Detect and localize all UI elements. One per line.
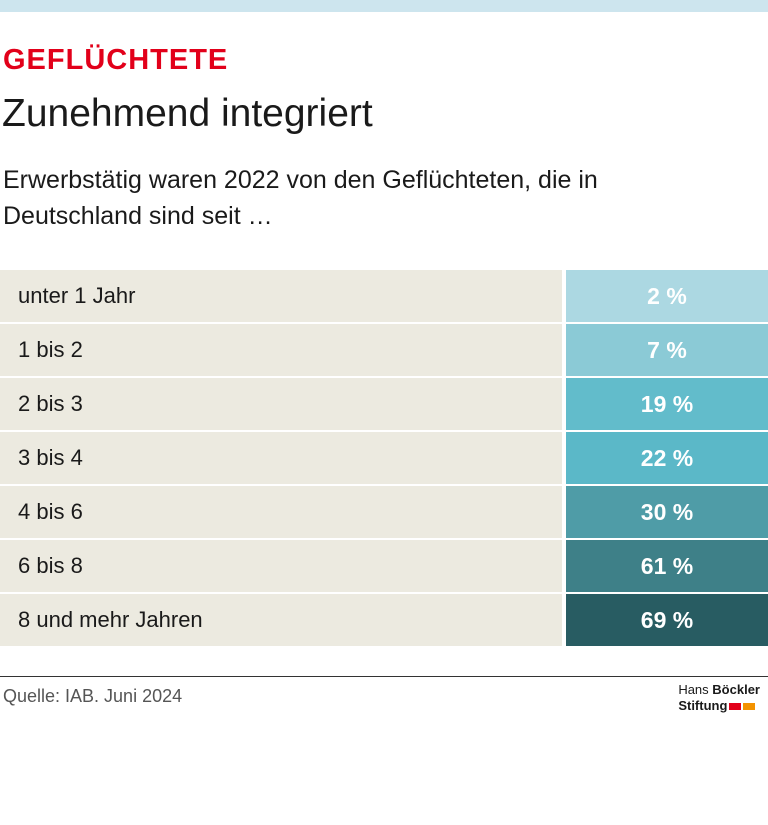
table-row: unter 1 Jahr 2 % — [0, 270, 768, 322]
row-value: 19 % — [566, 378, 768, 430]
logo: Hans Böckler Stiftung — [678, 682, 760, 714]
logo-line: Hans Böckler — [678, 682, 760, 698]
row-label: unter 1 Jahr — [0, 270, 562, 322]
table-row: 4 bis 6 30 % — [0, 486, 768, 538]
row-label: 2 bis 3 — [0, 378, 562, 430]
rule — [0, 676, 768, 677]
kicker: GEFLÜCHTETE — [3, 44, 229, 76]
row-label: 8 und mehr Jahren — [0, 594, 562, 646]
logo-text: Hans — [678, 682, 709, 697]
logo-square — [743, 703, 756, 710]
row-label: 3 bis 4 — [0, 432, 562, 484]
top-band — [0, 0, 768, 12]
row-value: 7 % — [566, 324, 768, 376]
row-value: 2 % — [566, 270, 768, 322]
logo-text: Böckler — [712, 682, 760, 697]
title: Zunehmend integriert — [2, 92, 373, 135]
row-value: 30 % — [566, 486, 768, 538]
row-label: 4 bis 6 — [0, 486, 562, 538]
source: Quelle: IAB. Juni 2024 — [3, 686, 183, 706]
subtitle: Erwerbstätig waren 2022 von den Geflücht… — [3, 166, 598, 230]
row-value: 22 % — [566, 432, 768, 484]
logo-line: Stiftung — [678, 698, 760, 714]
row-value: 61 % — [566, 540, 768, 592]
row-label: 6 bis 8 — [0, 540, 562, 592]
table-row: 3 bis 4 22 % — [0, 432, 768, 484]
logo-text: Stiftung — [678, 698, 728, 713]
row-value: 69 % — [566, 594, 768, 646]
row-label: 1 bis 2 — [0, 324, 562, 376]
table-row: 6 bis 8 61 % — [0, 540, 768, 592]
table-row: 8 und mehr Jahren 69 % — [0, 594, 768, 646]
logo-square — [729, 703, 742, 710]
table-row: 2 bis 3 19 % — [0, 378, 768, 430]
